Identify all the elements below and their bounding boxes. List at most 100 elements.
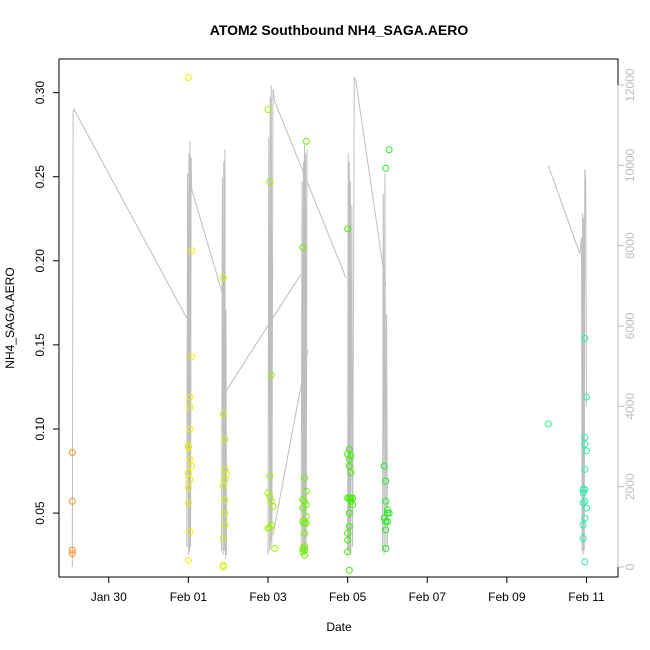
data-point [267,371,275,379]
data-point [221,435,229,443]
data-point [188,247,196,255]
data-point [581,465,589,473]
data-point [383,518,391,525]
chart-title: ATOM2 Southbound NH4_SAGA.AERO [210,22,469,38]
x-tick-label: Feb 03 [249,590,287,604]
data-point [302,137,310,145]
data-point [219,534,227,542]
data-point [188,462,196,470]
y-axis: 0.05 0.10 0.15 0.20 0.25 0.30 [33,81,60,525]
y-tick-label: 0.05 [33,501,47,525]
altitude-line-segment [221,149,227,559]
data-point [186,528,194,536]
data-point [385,509,393,517]
data-point [186,455,194,463]
data-point [302,519,310,527]
data-point [299,518,307,525]
plot-frame [58,58,619,578]
data-point [219,274,227,282]
data-point [347,469,355,477]
y2-axis: 0 2000 4000 6000 8000 10000 12000 [617,68,637,570]
data-point [345,523,353,530]
data-point [349,494,357,502]
data-point [347,452,355,460]
altitude-line-segment [382,173,388,555]
data-point [186,476,194,483]
data-point [583,447,590,455]
y2-tick-label: 6000 [623,312,637,339]
data-point [302,513,310,520]
x-tick-label: Feb 09 [488,590,526,604]
data-point [186,403,194,411]
data-point [380,462,388,470]
data-point [385,146,393,154]
altitude-line-segment [300,145,308,555]
y2-tick-label: 4000 [623,393,637,420]
data-point [68,546,76,554]
data-point [184,444,192,451]
data-point [186,425,194,433]
data-point [581,486,589,493]
data-point [579,489,587,497]
x-axis-label: Date [326,620,352,634]
data-point [299,548,307,556]
y-tick-label: 0.10 [33,417,47,441]
data-point [266,492,274,500]
data-points [68,74,590,574]
y-tick-label: 0.15 [33,333,47,357]
y2-tick-label: 8000 [623,232,637,259]
x-axis: Jan 30 Feb 01 Feb 03 Feb 05 Feb 07 Feb 09 Feb … [91,576,605,604]
data-point [221,465,229,473]
data-point [299,496,307,504]
y2-tick-label: 2000 [623,473,637,500]
data-point [221,521,229,529]
altitude-line-segment [267,85,347,555]
altitude-line-segment [347,76,387,555]
data-point [68,497,76,505]
data-point [345,445,353,453]
data-point [266,472,274,480]
data-point [581,558,589,566]
data-point [345,455,353,463]
data-point [269,502,277,510]
altitude-line-segment [226,273,302,391]
data-point [301,474,308,482]
data-point [184,74,192,81]
data-point [184,499,192,507]
data-point [579,499,587,507]
y-tick-label: 0.25 [33,165,47,189]
y-tick-label: 0.30 [33,81,47,105]
data-point [184,484,192,492]
data-point [184,469,192,477]
altitude-line-segment [547,165,587,555]
data-point [68,449,76,456]
data-point [345,566,353,574]
altitude-line [71,76,587,568]
data-point [349,501,357,509]
data-point [544,420,552,428]
y2-tick-label: 12000 [623,68,637,102]
data-point [221,509,229,517]
data-point [264,106,272,113]
x-tick-label: Feb 05 [329,590,367,604]
data-point [579,534,587,542]
data-point [219,563,227,571]
data-point [383,506,391,514]
data-point [219,482,227,490]
data-point [264,489,272,497]
data-point [301,551,308,559]
y-tick-label: 0.20 [33,249,47,273]
y2-tick-label: 10000 [623,148,637,182]
data-point [188,353,196,361]
data-point [344,548,352,556]
data-point [186,393,194,401]
x-tick-label: Feb 01 [170,590,208,604]
y-axis-label: NH4_SAGA.AERO [3,267,17,368]
data-point [299,504,307,512]
data-point [299,544,307,552]
data-point [583,393,590,401]
data-point [271,544,279,552]
data-point [221,496,229,504]
data-point [382,477,390,485]
data-point [382,164,390,172]
